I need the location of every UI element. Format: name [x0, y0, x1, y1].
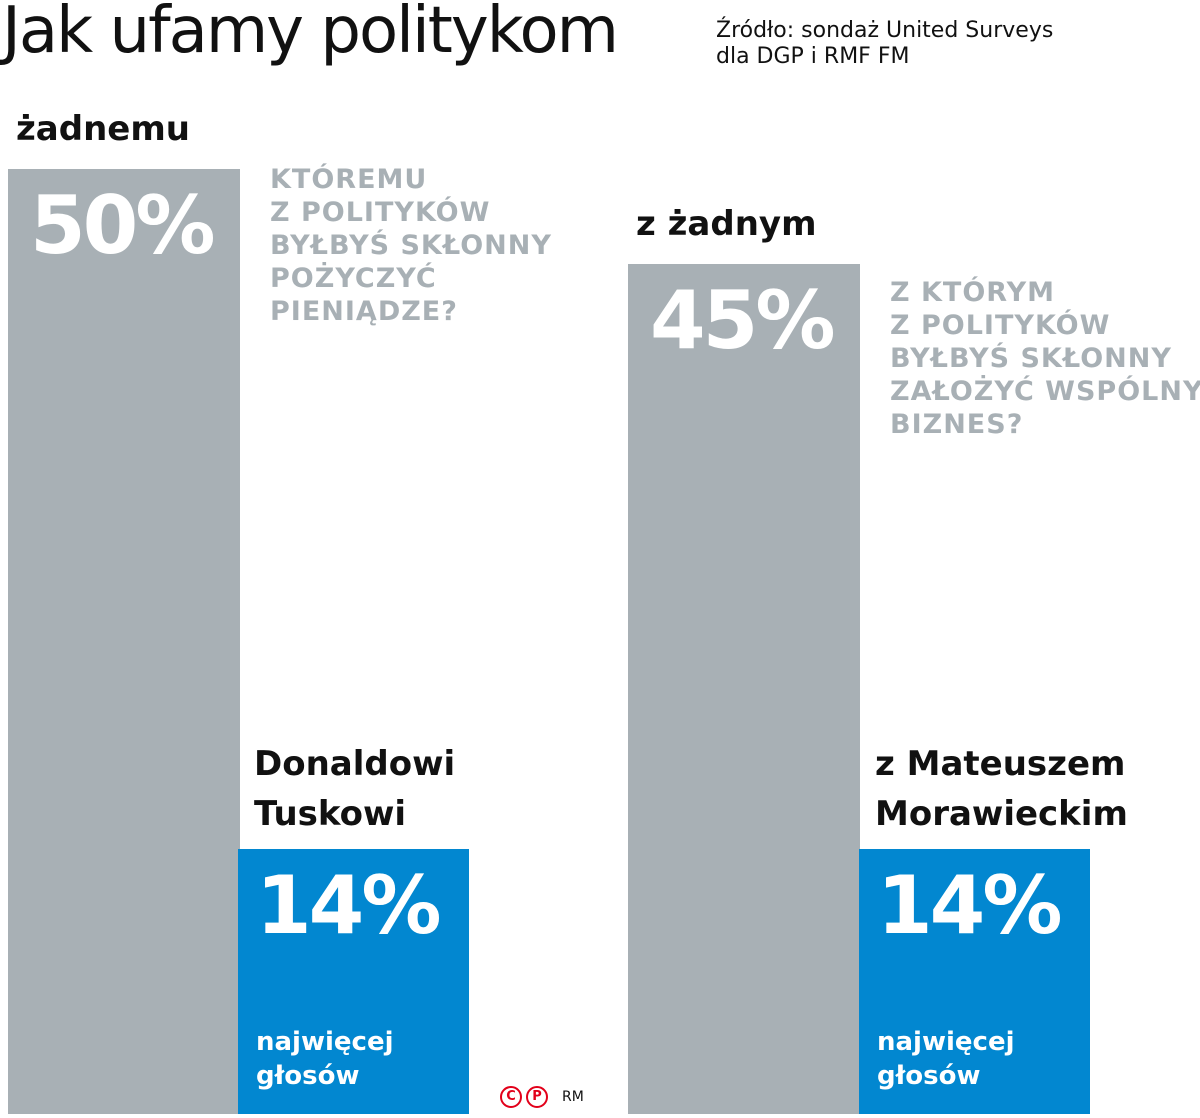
copyright-icon: C: [500, 1086, 522, 1108]
question-loan: KTÓREMU Z POLITYKÓW BYŁBYŚ SKŁONNY POŻYC…: [270, 163, 552, 328]
question-line: ZAŁOŻYĆ WSPÓLNY: [890, 376, 1200, 407]
bar-tusk: [238, 849, 469, 1114]
note-line: głosów: [256, 1061, 360, 1092]
question-line: Z POLITYKÓW: [270, 197, 491, 228]
question-line: BIZNES?: [890, 409, 1024, 440]
value-label-tusk: 14%: [256, 859, 441, 953]
question-line: POŻYCZYĆ: [270, 263, 437, 294]
name-line: Tuskowi: [254, 794, 407, 835]
question-business: Z KTÓRYM Z POLITYKÓW BYŁBYŚ SKŁONNY ZAŁO…: [890, 276, 1200, 441]
question-line: BYŁBYŚ SKŁONNY: [890, 343, 1172, 374]
source-line-2: dla DGP i RMF FM: [716, 44, 910, 69]
question-line: Z KTÓRYM: [890, 277, 1056, 308]
question-line: Z POLITYKÓW: [890, 310, 1111, 341]
bar-none-loan: [8, 169, 240, 1114]
source-note: Źródło: sondaż United Surveys dla DGP i …: [716, 18, 1053, 70]
author-credit: RM: [562, 1089, 584, 1105]
question-line: KTÓREMU: [270, 164, 428, 195]
note-line: najwięcej: [256, 1027, 394, 1058]
note-most-votes: najwięcej głosów: [256, 1025, 394, 1093]
bar-morawiecki: [859, 849, 1090, 1114]
bar-none-business: [628, 263, 860, 1114]
photo-credit-icon: P: [526, 1086, 548, 1108]
value-label-none-business: 45%: [650, 273, 835, 367]
question-line: BYŁBYŚ SKŁONNY: [270, 230, 552, 261]
name-line: Donaldowi: [254, 744, 456, 785]
question-line: PIENIĄDZE?: [270, 296, 458, 327]
category-label-morawiecki: z Mateuszem Morawieckim: [875, 739, 1128, 839]
name-line: Morawieckim: [875, 794, 1128, 835]
note-line: głosów: [877, 1061, 981, 1092]
category-label-none-loan: żadnemu: [16, 109, 190, 149]
source-line-1: Źródło: sondaż United Surveys: [716, 18, 1054, 43]
credit: C P RM: [500, 1086, 584, 1108]
category-label-tusk: Donaldowi Tuskowi: [254, 739, 455, 839]
category-label-none-business: z żadnym: [636, 203, 817, 244]
value-label-morawiecki: 14%: [877, 859, 1062, 953]
value-label-none-loan: 50%: [30, 179, 215, 272]
chart-title: Jak ufamy politykom: [2, 0, 619, 68]
note-line: najwięcej: [877, 1027, 1015, 1058]
name-line: z Mateuszem: [875, 744, 1126, 785]
note-most-votes: najwięcej głosów: [877, 1025, 1015, 1093]
